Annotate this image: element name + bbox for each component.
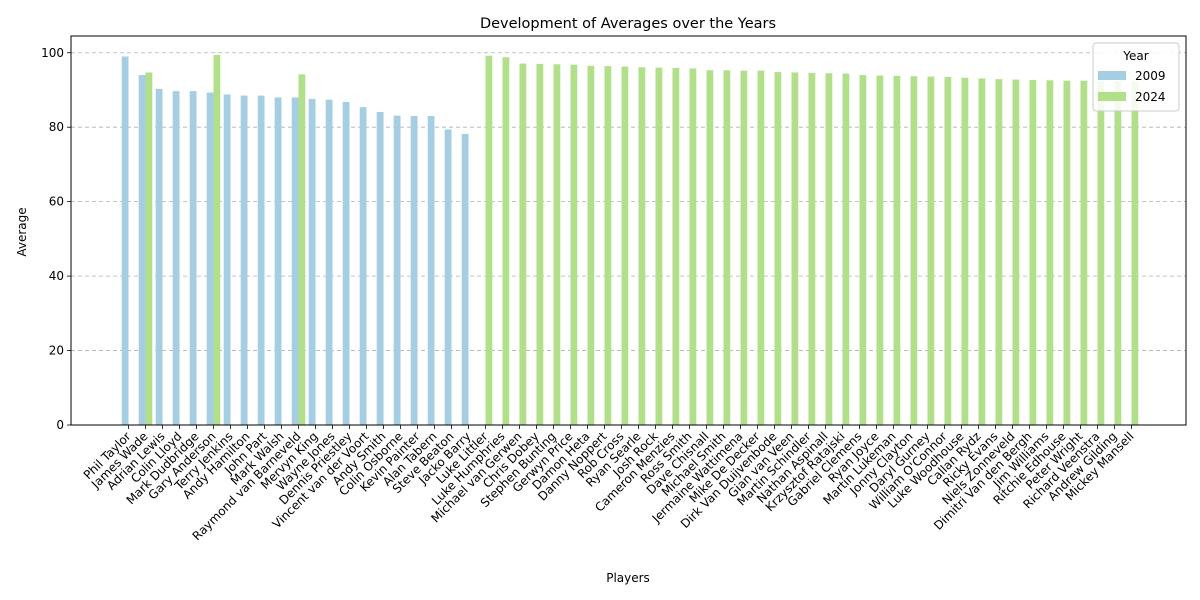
bar-2009-20 — [461, 133, 469, 425]
bar-2024-36 — [740, 70, 748, 425]
bar-2024-37 — [757, 70, 765, 425]
bar-2024-43 — [859, 75, 867, 425]
bar-2024-53 — [1029, 79, 1037, 426]
bar-2024-34 — [706, 70, 714, 425]
bar-2024-41 — [825, 73, 833, 425]
bar-2024-23 — [519, 63, 527, 425]
bar-2009-17 — [410, 116, 418, 425]
bar-2024-1 — [145, 72, 153, 426]
legend-swatch-2009 — [1098, 71, 1126, 80]
bar-2009-19 — [444, 129, 452, 425]
bar-2024-50 — [978, 78, 986, 425]
bars — [121, 54, 1139, 426]
bar-2024-21 — [485, 55, 493, 425]
bar-2024-29 — [621, 66, 629, 425]
bar-2009-4 — [189, 91, 197, 425]
bar-2009-6 — [223, 94, 231, 426]
legend-swatch-2024 — [1098, 92, 1126, 101]
bar-2024-28 — [604, 66, 612, 425]
bar-2024-10 — [298, 74, 306, 426]
bar-2024-30 — [638, 67, 646, 426]
bar-2024-40 — [808, 72, 816, 425]
bar-2024-48 — [944, 76, 952, 426]
bar-2009-8 — [257, 95, 265, 425]
bar-2024-39 — [791, 72, 799, 426]
bar-2024-51 — [995, 79, 1003, 426]
bar-2009-9 — [274, 97, 282, 425]
bar-2009-5 — [206, 92, 214, 425]
bar-2009-7 — [240, 95, 248, 425]
legend-label-2009: 2009 — [1135, 69, 1166, 83]
bar-2009-15 — [376, 111, 384, 426]
bar-2024-26 — [570, 64, 578, 426]
bar-2009-14 — [359, 107, 367, 425]
bar-2024-45 — [893, 75, 901, 425]
bar-2024-33 — [689, 68, 697, 425]
y-tick-label: 80 — [49, 120, 64, 134]
plot-frame — [70, 35, 1187, 426]
legend-label-2024: 2024 — [1135, 90, 1166, 104]
x-axis-title: Players — [606, 571, 650, 585]
bar-2024-35 — [723, 70, 731, 425]
bar-2024-44 — [876, 75, 884, 425]
bar-2024-56 — [1080, 80, 1088, 425]
bar-2009-11 — [308, 98, 316, 426]
y-axis-title: Average — [15, 207, 29, 256]
y-tick-label: 60 — [49, 195, 64, 209]
legend-title: Year — [1122, 49, 1148, 63]
bar-2024-55 — [1063, 80, 1071, 425]
bar-2024-27 — [587, 65, 595, 425]
bar-2024-46 — [910, 76, 918, 425]
bar-2009-10 — [291, 97, 299, 425]
bar-2024-38 — [774, 72, 782, 426]
bar-2009-2 — [155, 88, 163, 426]
bar-2009-1 — [138, 75, 146, 425]
bar-2009-18 — [427, 116, 435, 425]
bar-2024-42 — [842, 73, 850, 425]
bar-2009-3 — [172, 91, 180, 425]
bar-2024-47 — [927, 76, 935, 425]
y-tick-label: 20 — [49, 344, 64, 358]
bar-2024-58 — [1114, 81, 1122, 425]
bar-2009-0 — [121, 56, 129, 425]
bar-2024-59 — [1131, 81, 1139, 425]
legend: Year 2009 2024 — [1092, 42, 1180, 112]
bar-2024-24 — [536, 63, 544, 425]
y-axis: 0 20 40 60 80 100 — [41, 46, 71, 432]
bar-2009-13 — [342, 101, 350, 426]
bar-2024-5 — [213, 54, 221, 426]
bar-2024-54 — [1046, 80, 1054, 425]
y-tick-label: 40 — [49, 269, 64, 283]
bar-2009-16 — [393, 115, 401, 425]
chart-title: Development of Averages over the Years — [480, 16, 776, 32]
bar-2024-31 — [655, 67, 663, 426]
bar-2024-49 — [961, 77, 969, 425]
y-tick-label: 100 — [41, 46, 64, 60]
y-tick-label: 0 — [56, 418, 64, 432]
bar-2024-25 — [553, 64, 561, 426]
bar-2024-57 — [1097, 81, 1105, 425]
bar-2024-22 — [502, 57, 510, 426]
bar-2024-52 — [1012, 79, 1020, 426]
bar-2009-12 — [325, 99, 333, 426]
bar-2024-32 — [672, 68, 680, 425]
